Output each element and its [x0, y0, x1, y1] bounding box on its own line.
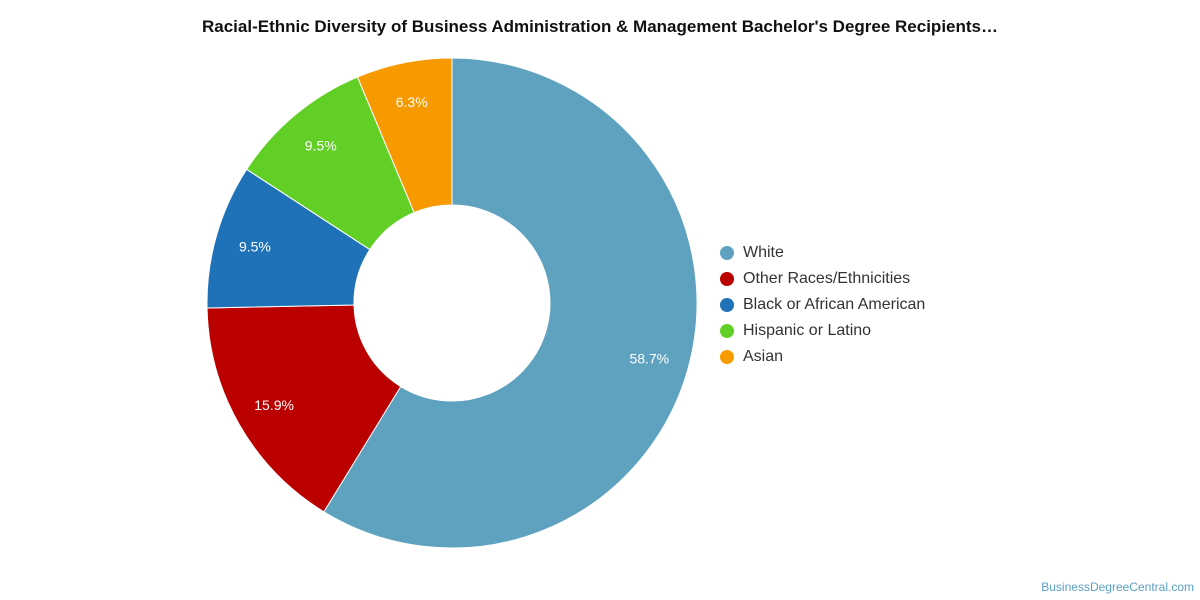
legend-swatch-1	[720, 272, 734, 286]
legend-item-4[interactable]: Asian	[720, 344, 925, 370]
slice-0[interactable]	[323, 57, 698, 549]
legend-item-2[interactable]: Black or African American	[720, 292, 925, 318]
watermark: BusinessDegreeCentral.com	[1041, 580, 1194, 594]
slice-label-4: 6.3%	[396, 94, 428, 110]
legend-item-0[interactable]: White	[720, 240, 925, 266]
legend-swatch-4	[720, 350, 734, 364]
legend-label-0: White	[743, 244, 784, 261]
legend-label-1: Other Races/Ethnicities	[743, 270, 911, 287]
legend: White Other Races/Ethnicities Black or Afr…	[720, 240, 925, 370]
donut-slices	[206, 57, 698, 549]
slice-label-0: 58.7%	[629, 351, 669, 367]
slice-1[interactable]	[206, 304, 402, 513]
slice-label-3: 9.5%	[305, 138, 337, 154]
legend-swatch-0	[720, 246, 734, 260]
slice-4[interactable]	[356, 57, 453, 214]
legend-label-2: Black or African American	[743, 296, 926, 313]
legend-label-4: Asian	[743, 348, 784, 365]
chart-title: Racial-Ethnic Diversity of Business Admi…	[201, 17, 998, 36]
legend-swatch-2	[720, 298, 734, 312]
legend-swatch-3	[720, 324, 734, 338]
legend-item-3[interactable]: Hispanic or Latino	[720, 318, 925, 344]
legend-label-3: Hispanic or Latino	[743, 322, 872, 339]
legend-item-1[interactable]: Other Races/Ethnicities	[720, 266, 925, 292]
slice-label-2: 9.5%	[239, 239, 271, 255]
donut-slice-labels: 58.7% 15.9% 9.5% 9.5% 6.3%	[239, 94, 669, 413]
slice-label-1: 15.9%	[254, 397, 294, 413]
